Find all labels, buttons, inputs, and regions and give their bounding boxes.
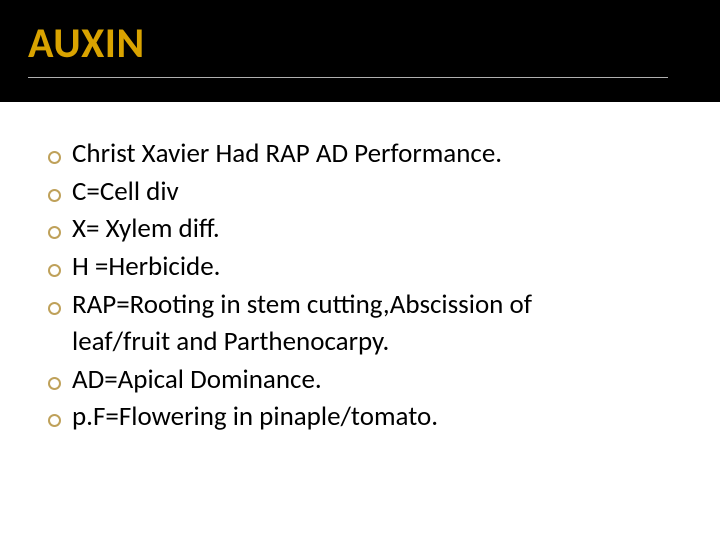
bullet-icon <box>48 138 72 174</box>
list-text-continuation: leaf/fruit and Parthenocarpy. <box>48 324 692 360</box>
list-text: C=Cell div <box>72 174 692 210</box>
list-item: X= Xylem diff. <box>48 211 692 247</box>
bullet-icon <box>48 213 72 249</box>
bullet-icon <box>48 176 72 212</box>
list-text: H =Herbicide. <box>72 249 692 285</box>
list-item: AD=Apical Dominance. <box>48 362 692 398</box>
slide-header: AUXIN <box>0 0 720 102</box>
bullet-icon <box>48 364 72 400</box>
list-item: C=Cell div <box>48 174 692 210</box>
list-text: RAP=Rooting in stem cutting,Abscission o… <box>72 287 692 323</box>
list-text: Christ Xavier Had RAP AD Performance. <box>72 136 692 172</box>
list-item: RAP=Rooting in stem cutting,Abscission o… <box>48 287 692 323</box>
bullet-icon <box>48 251 72 287</box>
bullet-icon <box>48 401 72 437</box>
bullet-icon <box>48 289 72 325</box>
list-item: Christ Xavier Had RAP AD Performance. <box>48 136 692 172</box>
list-text: X= Xylem diff. <box>72 211 692 247</box>
list-text: p.F=Flowering in pinaple/tomato. <box>72 399 692 435</box>
list-item: p.F=Flowering in pinaple/tomato. <box>48 399 692 435</box>
list-text: AD=Apical Dominance. <box>72 362 692 398</box>
slide-title: AUXIN <box>28 18 692 69</box>
slide-content: Christ Xavier Had RAP AD Performance. C=… <box>0 102 720 435</box>
title-underline <box>28 77 668 78</box>
list-item: H =Herbicide. <box>48 249 692 285</box>
